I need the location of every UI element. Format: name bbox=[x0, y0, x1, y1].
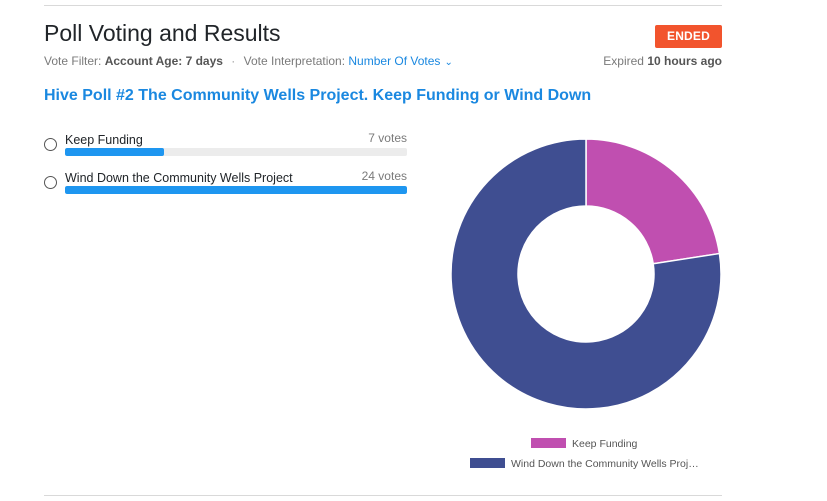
option-label: Wind Down the Community Wells Project bbox=[65, 171, 293, 185]
vote-interpretation-label: Vote Interpretation: bbox=[243, 54, 346, 68]
chevron-down-icon: ⌄ bbox=[444, 57, 453, 68]
results-donut-chart bbox=[440, 128, 732, 420]
expired-label: Expired bbox=[603, 54, 644, 68]
legend-swatch bbox=[470, 458, 505, 469]
bottom-divider bbox=[44, 495, 722, 496]
result-bar-fill bbox=[65, 186, 407, 194]
legend-item-keep-funding[interactable]: Keep Funding bbox=[531, 437, 637, 451]
vote-filter-value: Account Age: 7 days bbox=[104, 54, 223, 68]
result-bar-fill bbox=[65, 148, 165, 156]
status-badge: ENDED bbox=[655, 25, 722, 48]
poll-option-keep-funding[interactable]: Keep Funding 7 votes bbox=[44, 131, 407, 163]
result-bar bbox=[65, 148, 407, 156]
poll-question-link[interactable]: Hive Poll #2 The Community Wells Project… bbox=[44, 87, 592, 104]
vote-interpretation-value: Number Of Votes bbox=[348, 54, 441, 68]
poll-option-wind-down[interactable]: Wind Down the Community Wells Project 24… bbox=[44, 169, 407, 201]
legend-label: Wind Down the Community Wells Proj… bbox=[511, 458, 699, 470]
vote-filter-label: Vote Filter: bbox=[44, 54, 102, 68]
top-divider bbox=[44, 5, 722, 6]
option-label: Keep Funding bbox=[65, 133, 143, 147]
expiry-info: Expired 10 hours ago bbox=[603, 54, 722, 68]
expired-value: 10 hours ago bbox=[647, 54, 722, 68]
radio-button[interactable] bbox=[44, 138, 57, 151]
legend-item-wind-down[interactable]: Wind Down the Community Wells Proj… bbox=[470, 457, 699, 471]
result-bar bbox=[65, 186, 407, 194]
option-votes: 7 votes bbox=[368, 131, 407, 145]
meta-separator: · bbox=[231, 54, 236, 68]
donut-chart-svg bbox=[450, 138, 722, 410]
option-votes: 24 votes bbox=[361, 169, 407, 183]
vote-interpretation-dropdown[interactable]: Number Of Votes ⌄ bbox=[348, 54, 452, 68]
page-title: Poll Voting and Results bbox=[44, 20, 281, 46]
legend-swatch bbox=[531, 438, 566, 449]
donut-slice-wind-down[interactable] bbox=[450, 138, 722, 410]
poll-meta: Vote Filter: Account Age: 7 days · Vote … bbox=[44, 54, 453, 68]
legend-label: Keep Funding bbox=[572, 438, 638, 450]
radio-button[interactable] bbox=[44, 176, 57, 189]
donut-slice-keep-funding[interactable] bbox=[585, 138, 721, 265]
